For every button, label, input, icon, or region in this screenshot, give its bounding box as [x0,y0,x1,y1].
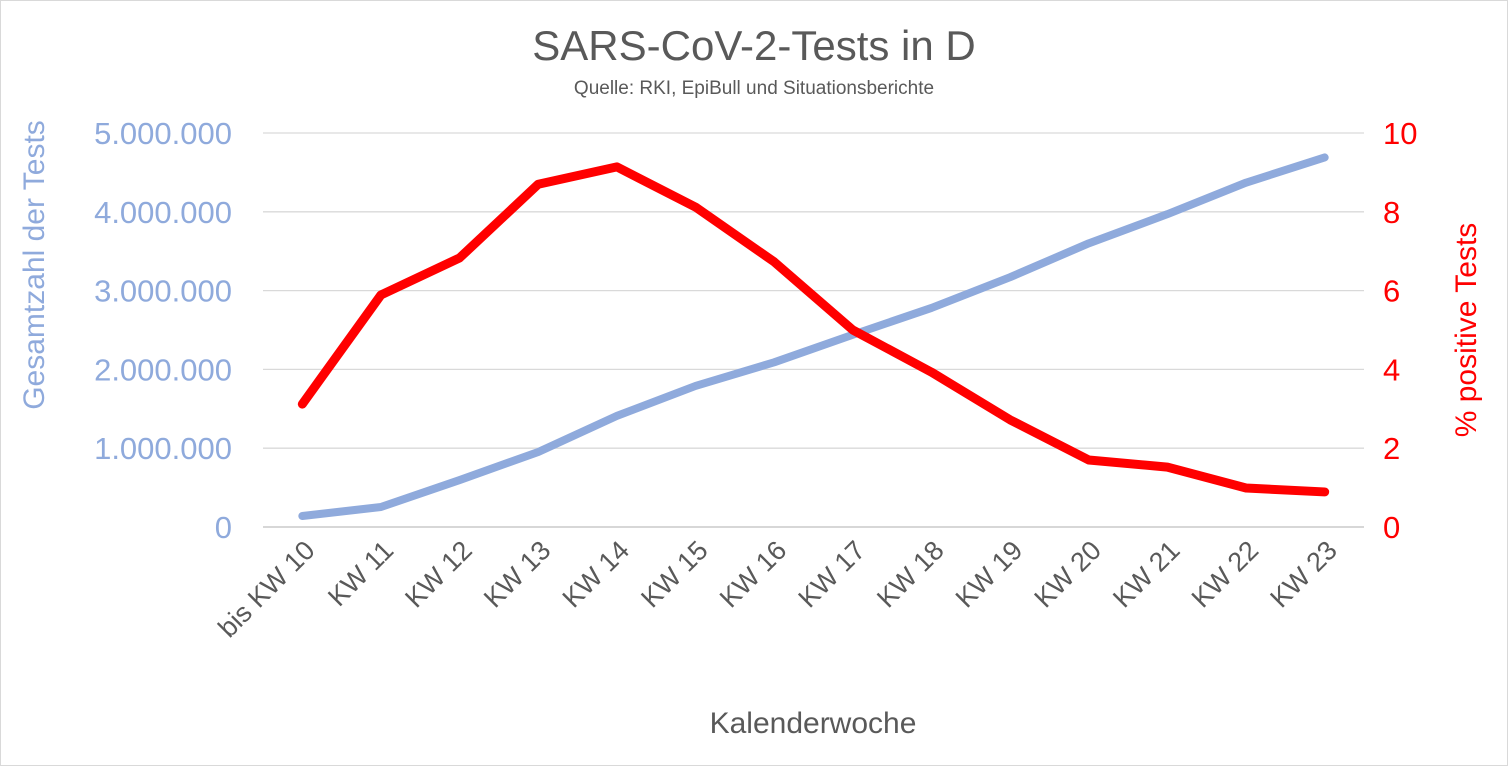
chart-subtitle: Quelle: RKI, EpiBull und Situationsberic… [574,78,934,99]
chart-title: SARS-CoV-2-Tests in D [532,22,975,69]
x-tick-label: KW 16 [714,535,793,614]
x-tick-label: KW 19 [950,535,1029,614]
left-tick-label: 3.000.000 [94,274,232,309]
x-axis-title: Kalenderwoche [710,707,917,740]
right-tick-label: 0 [1383,510,1400,545]
x-tick-label: KW 22 [1186,535,1265,614]
right-tick-label: 8 [1383,195,1400,230]
x-tick-label: KW 15 [635,535,714,614]
x-tick-label: KW 14 [557,535,636,614]
x-tick-label: KW 23 [1264,535,1343,614]
x-tick-label: KW 11 [322,535,399,612]
x-tick-label: KW 13 [478,535,557,614]
x-tick-label: KW 18 [871,535,950,614]
left-tick-label: 1.000.000 [94,431,232,466]
right-tick-label: 4 [1383,352,1400,387]
x-tick-label: KW 21 [1107,535,1186,614]
left-axis-title: Gesamtzahl der Tests [18,120,51,410]
x-tick-label: KW 17 [793,535,872,614]
right-tick-label: 2 [1383,431,1400,466]
x-tick-label: bis KW 10 [212,535,320,643]
series-total-tests-line [298,153,1329,520]
right-tick-label: 10 [1383,116,1417,151]
series-positive-rate-line [297,162,1330,497]
left-tick-label: 5.000.000 [94,116,232,151]
x-tick-label: KW 12 [399,535,478,614]
right-axis-title: % positive Tests [1450,223,1483,438]
right-tick-label: 6 [1383,274,1400,309]
left-tick-label: 2.000.000 [94,352,232,387]
left-tick-label: 4.000.000 [94,195,232,230]
x-tick-label: KW 20 [1028,535,1107,614]
left-tick-label: 0 [215,510,232,545]
